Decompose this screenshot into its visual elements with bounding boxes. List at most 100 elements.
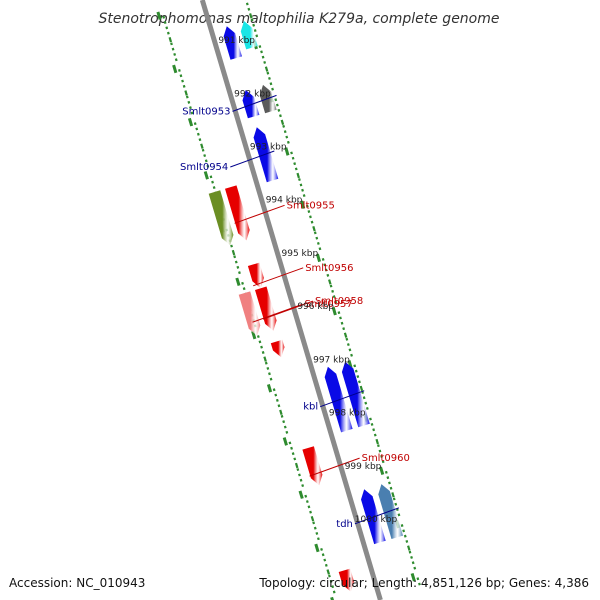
kbp-tick-labels: 991 kbp 992 kbp 993 kbp 994 kbp 995 kbp 996 k…	[218, 36, 397, 525]
gene-label-leader	[232, 94, 277, 112]
right-track-minor-tick	[290, 446, 293, 450]
left-track-major-tick	[379, 466, 385, 476]
left-track-minor-tick	[286, 140, 290, 144]
gene-label-tdh[interactable]: tdh	[336, 519, 353, 530]
kbp-tick-label: 1000 kbp	[355, 515, 398, 525]
left-track-minor-tick	[285, 135, 289, 139]
reverse-gene-arrow[interactable]	[240, 21, 258, 50]
reverse-gene-arrow[interactable]	[223, 26, 242, 60]
left-track-minor-tick	[402, 529, 406, 533]
forward-gene-arrow[interactable]	[270, 339, 285, 358]
gene-label-smlt0954[interactable]: Smlt0954	[180, 162, 228, 173]
left-track-minor-tick	[380, 454, 383, 458]
forward-gene-arrow[interactable]	[208, 190, 234, 246]
gene-label-smlt0953[interactable]: Smlt0953	[182, 106, 230, 117]
gene-label-smlt0958[interactable]: Smlt0958	[315, 296, 363, 307]
right-track-minor-tick	[171, 47, 175, 51]
left-track-minor-tick	[359, 385, 364, 392]
tdh-gene-arrow[interactable]	[378, 484, 403, 539]
right-track-minor-tick	[198, 138, 202, 142]
gene-label-smlt0960[interactable]: Smlt0960	[362, 453, 410, 464]
left-track-minor-tick	[323, 263, 327, 267]
right-track-minor-tick	[189, 106, 192, 110]
left-track-minor-tick	[302, 194, 306, 198]
kbp-tick-label: 991 kbp	[218, 36, 255, 46]
smlt0954-gene-arrow[interactable]	[253, 127, 279, 183]
right-track-minor-tick	[298, 473, 301, 477]
left-track-minor-tick	[280, 119, 285, 126]
left-track-minor-tick	[354, 369, 358, 373]
gene-label-smlt0955[interactable]: Smlt0955	[287, 200, 335, 211]
right-track-minor-tick	[193, 122, 197, 126]
right-track-minor-tick	[233, 255, 237, 259]
gene-label-smlt0956[interactable]: Smlt0956	[305, 263, 353, 274]
right-track-minor-tick	[234, 260, 238, 264]
right-track-minor-tick	[268, 372, 271, 376]
right-track-minor-tick	[185, 95, 189, 99]
smlt0955-gene-arrow[interactable]	[225, 185, 250, 241]
left-track-minor-tick	[348, 348, 352, 352]
left-track-minor-tick	[375, 438, 379, 445]
right-track-minor-tick	[313, 526, 317, 530]
left-track-minor-tick	[345, 337, 349, 341]
right-track-minor-tick	[296, 468, 300, 472]
left-track-minor-tick	[373, 433, 377, 437]
left-track-major-tick	[315, 253, 322, 263]
right-track-minor-tick	[285, 430, 289, 434]
forward-gene-arrow[interactable]	[338, 568, 354, 592]
gene-label-leader	[354, 507, 400, 525]
left-track-major-tick	[284, 147, 290, 156]
gene-label-kbl[interactable]: kbl	[303, 402, 318, 413]
kbp-tick-label: 998 kbp	[329, 409, 366, 419]
right-track-minor-tick	[315, 531, 319, 535]
left-track-minor-tick	[416, 577, 420, 581]
tick-row-left	[245, 0, 421, 586]
left-track-minor-tick	[392, 497, 396, 501]
left-track-minor-tick	[334, 300, 338, 304]
map-title: Stenotrophomonas maltophilia K279a, comp…	[99, 11, 500, 27]
left-track-minor-tick	[275, 103, 279, 107]
reverse-gene-arrow[interactable]	[242, 90, 260, 119]
smlt0956-gene-arrow[interactable]	[247, 262, 264, 289]
left-track-minor-tick	[263, 60, 267, 64]
left-track-minor-tick	[324, 268, 328, 272]
left-track-minor-tick	[372, 428, 376, 432]
left-track-major-tick	[410, 572, 416, 582]
right-track-minor-tick	[203, 154, 207, 158]
right-track-minor-tick	[280, 414, 284, 418]
smlt0958-gene-arrow[interactable]	[255, 286, 277, 331]
right-track-minor-tick	[274, 393, 278, 397]
right-track-minor-tick	[272, 388, 276, 392]
left-track-minor-tick	[290, 151, 293, 155]
left-track-minor-tick	[410, 555, 413, 559]
left-track-minor-tick	[386, 476, 390, 480]
left-track-minor-tick	[260, 50, 263, 54]
left-track-minor-tick	[326, 273, 330, 277]
right-track-minor-tick	[275, 398, 279, 402]
left-track-minor-tick	[329, 284, 333, 288]
kbp-tick-label: 995 kbp	[282, 249, 319, 259]
gene-label-smlt0957[interactable]: Smlt0957	[305, 299, 353, 310]
left-track-minor-tick	[408, 550, 412, 554]
right-track-minor-tick	[299, 478, 303, 482]
right-track-minor-tick	[256, 335, 260, 339]
right-track-major-tick	[298, 490, 304, 499]
left-track-minor-tick	[299, 183, 303, 187]
left-track-minor-tick	[350, 353, 353, 357]
left-track-minor-tick	[407, 545, 411, 551]
left-track-minor-tick	[346, 343, 350, 347]
smlt0953-gene-arrow[interactable]	[259, 84, 277, 114]
left-track-minor-tick	[266, 71, 270, 75]
right-track-minor-tick	[231, 249, 236, 256]
smlt0957-gene-arrow[interactable]	[238, 291, 261, 336]
left-track-minor-tick	[269, 82, 273, 86]
left-track-minor-tick	[356, 375, 360, 379]
right-track-minor-tick	[320, 547, 323, 551]
left-track-minor-tick	[261, 55, 265, 59]
kbl-gene-arrow[interactable]	[341, 361, 370, 428]
right-track-minor-tick	[238, 271, 241, 275]
gene-label-leader	[252, 303, 303, 323]
right-track-major-tick	[187, 117, 194, 127]
right-track-minor-tick	[263, 356, 267, 362]
smlt0960-gene-arrow[interactable]	[302, 446, 323, 486]
